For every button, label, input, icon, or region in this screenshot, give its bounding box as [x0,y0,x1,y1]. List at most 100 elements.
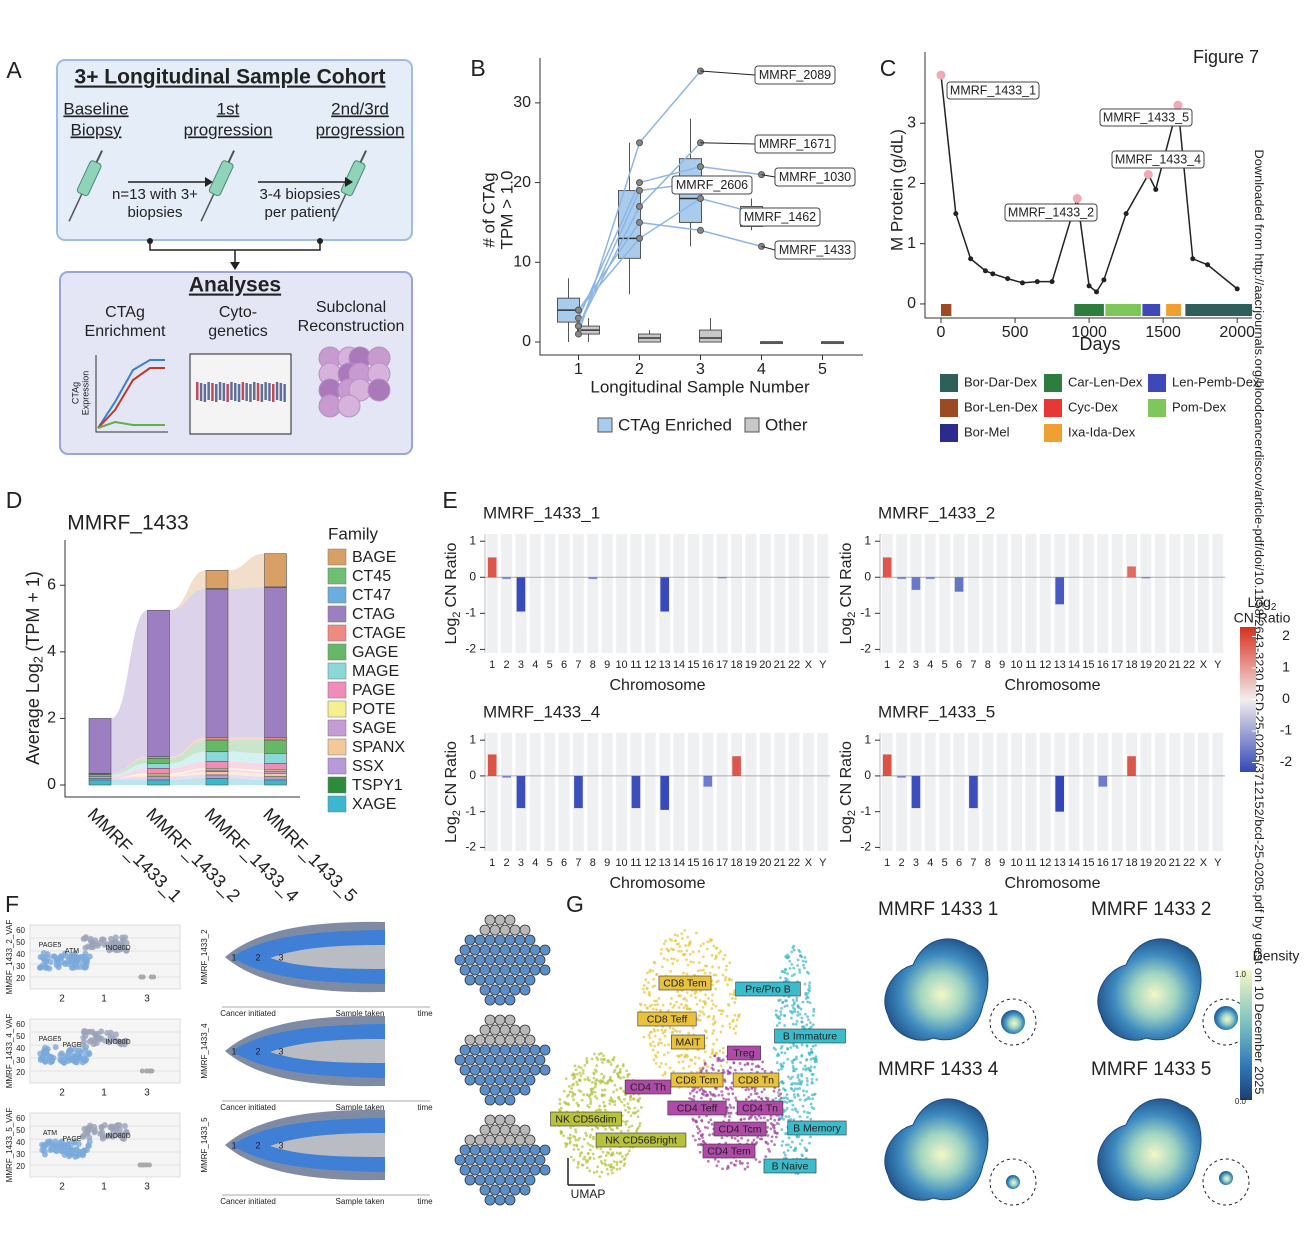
umap-cell [671,1027,675,1030]
umap-cell [622,1089,625,1093]
cell [509,1124,521,1136]
umap-cell [782,1061,786,1065]
cell [504,934,516,946]
umap-cell [657,996,661,1000]
umap-cell [665,947,669,951]
umap-cell [805,1079,809,1083]
umap-cell [710,953,714,957]
cell [504,1154,516,1166]
chart-title: MMRF_1433_5 [878,702,995,721]
legend-key [327,586,347,604]
chromosome-stripe [1011,733,1023,851]
x-tick-label: 22 [1183,857,1195,869]
legend-label: CT47 [352,587,391,604]
x-tick-label: 7 [575,659,581,671]
umap-cell [789,1145,793,1149]
point [1234,286,1240,292]
y-tick-label: 1 [864,732,871,746]
umap-cell [723,953,727,957]
bar-segment [205,737,229,741]
cell [504,954,516,966]
point [697,195,704,203]
umap-cell [578,1071,582,1075]
chromosome-strip [253,382,256,400]
chromosome-stripe [953,733,965,851]
umap-cell [681,1060,685,1064]
label: Density [1253,948,1300,964]
cell [499,984,511,996]
bar-segment [205,739,229,753]
umap-cell [653,1044,657,1048]
flow-ribbon [228,771,265,777]
umap-cell [595,1109,598,1112]
umap-cell [776,1052,780,1056]
umap-cell [805,1043,809,1047]
cell [529,1164,541,1176]
umap-cell [693,1062,697,1066]
cell [519,1044,531,1056]
axis-title-part: Log [443,618,460,645]
vaf-point [76,964,83,971]
umap-cell [627,1149,631,1153]
vaf-point [65,960,72,967]
flow-ribbon [111,756,148,775]
umap-cell [700,1143,704,1147]
umap-cell [617,1095,621,1099]
umap-cell [695,1125,699,1129]
cell [534,954,546,966]
umap-cell [671,962,675,965]
umap-cell [615,1065,619,1069]
flow-ribbon [169,768,206,776]
umap-cell [573,1072,576,1076]
legend-label: POTE [352,701,396,718]
cell [494,1194,506,1206]
umap-cell [656,1028,660,1032]
label: Sample taken [336,1103,385,1112]
label: 1 [231,952,236,962]
umap-cell [599,1079,603,1082]
label-box [1004,203,1098,222]
umap-cell [697,961,701,965]
cell [529,1044,541,1056]
umap-cell [572,1143,576,1147]
umap-cell [627,1110,630,1114]
vaf-point [73,1146,80,1153]
axis-title-part: (TPM + 1) [23,571,43,652]
x-tick-label: 5 [547,659,553,671]
label: 1 [101,1182,107,1193]
umap-cell [714,1087,718,1091]
legend-label: Car-Len-Dex [1068,374,1143,389]
umap-cell [732,993,735,997]
umap-cell [682,971,685,975]
chromosome-stripe [896,733,908,851]
umap-cell [590,1128,594,1131]
umap-cell [706,940,710,944]
umap-cell [746,1139,750,1142]
vaf-point [59,959,66,966]
umap-cell [560,1131,564,1134]
umap-cell [600,1088,604,1092]
cell [469,1044,481,1056]
umap-cell [572,1158,576,1162]
vaf-point [121,1123,128,1130]
umap-cell [607,1163,611,1167]
chromosome-strip [264,382,267,400]
flow-ribbon [228,751,265,764]
flow-ribbon [228,778,265,786]
umap-cell [594,1079,598,1083]
umap-cell [721,1167,724,1171]
x-tick-label: Y [819,659,827,671]
umap-cell [775,1131,779,1135]
umap-cell [732,1027,736,1031]
x-tick-label: 13 [1054,659,1066,671]
umap-cell [577,1103,580,1107]
umap-cell [711,1132,715,1136]
umap-cell [792,1001,796,1004]
umap-cell [572,1098,575,1101]
umap-cell [648,1036,652,1040]
umap-cell [613,1100,617,1103]
umap-cell [783,1088,787,1092]
umap-cell [749,1116,753,1119]
umap-cell [671,1005,675,1009]
cell [514,1054,526,1066]
